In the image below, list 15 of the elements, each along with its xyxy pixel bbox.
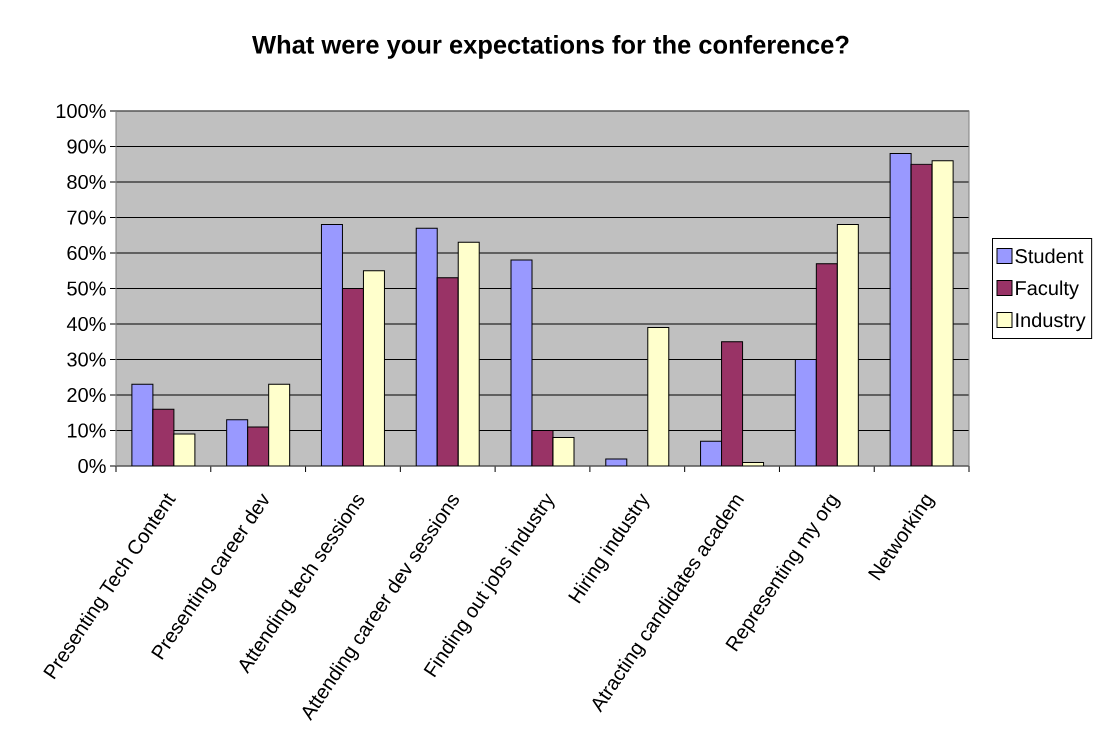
y-tick-label: 0% — [78, 458, 106, 474]
y-tick-label: 100% — [56, 103, 106, 119]
y-tick-label: 70% — [67, 210, 106, 225]
y-tick-label: 50% — [67, 281, 106, 296]
y-tick-label: 10% — [67, 423, 106, 438]
chart-title: What were your expectations for the conference? — [252, 35, 849, 59]
y-tick-label: 20% — [67, 387, 106, 403]
legend-label: Faculty — [1016, 280, 1079, 300]
legend-label: Industry — [1016, 312, 1086, 332]
y-tick-label: 90% — [67, 139, 106, 154]
y-tick-label: 60% — [67, 245, 106, 261]
y-tick-label: 30% — [67, 352, 106, 367]
legend-label: Student — [1015, 248, 1084, 264]
y-tick-label: 40% — [66, 316, 106, 332]
y-tick-label: 80% — [67, 174, 106, 190]
